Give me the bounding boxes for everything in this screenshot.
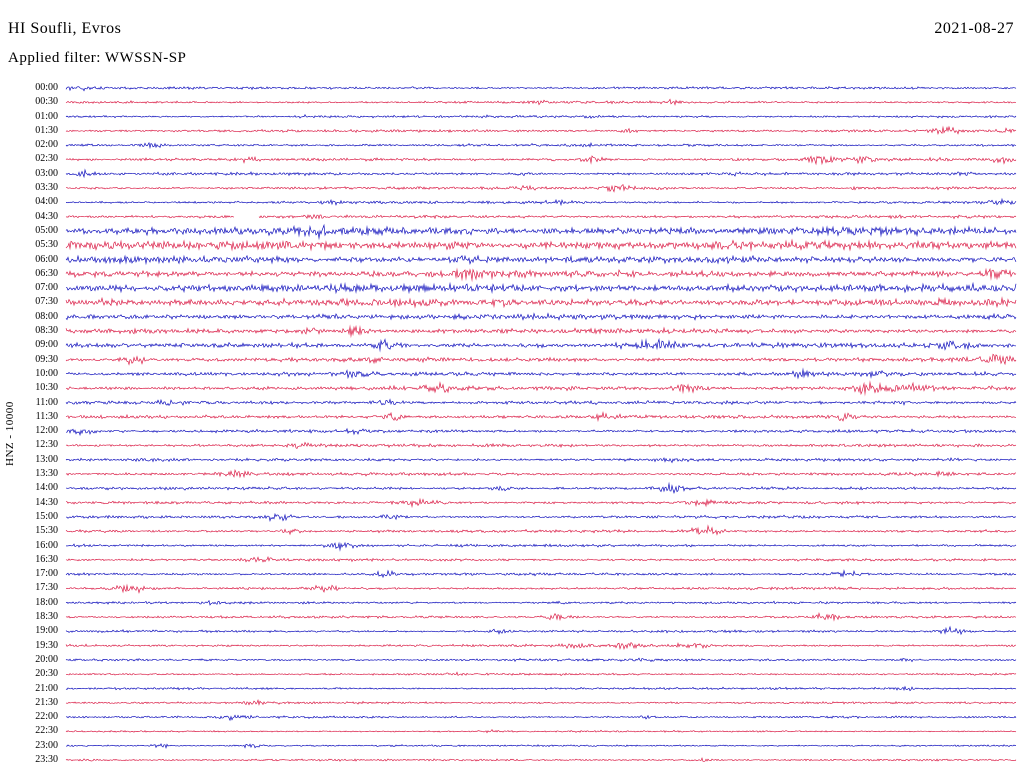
station-title: HI Soufli, Evros [8,20,122,37]
channel-scale-label: HNZ - 10000 [4,401,16,466]
record-date: 2021-08-27 [934,20,1014,37]
applied-filter-label: Applied filter: WWSSN-SP [8,50,187,66]
